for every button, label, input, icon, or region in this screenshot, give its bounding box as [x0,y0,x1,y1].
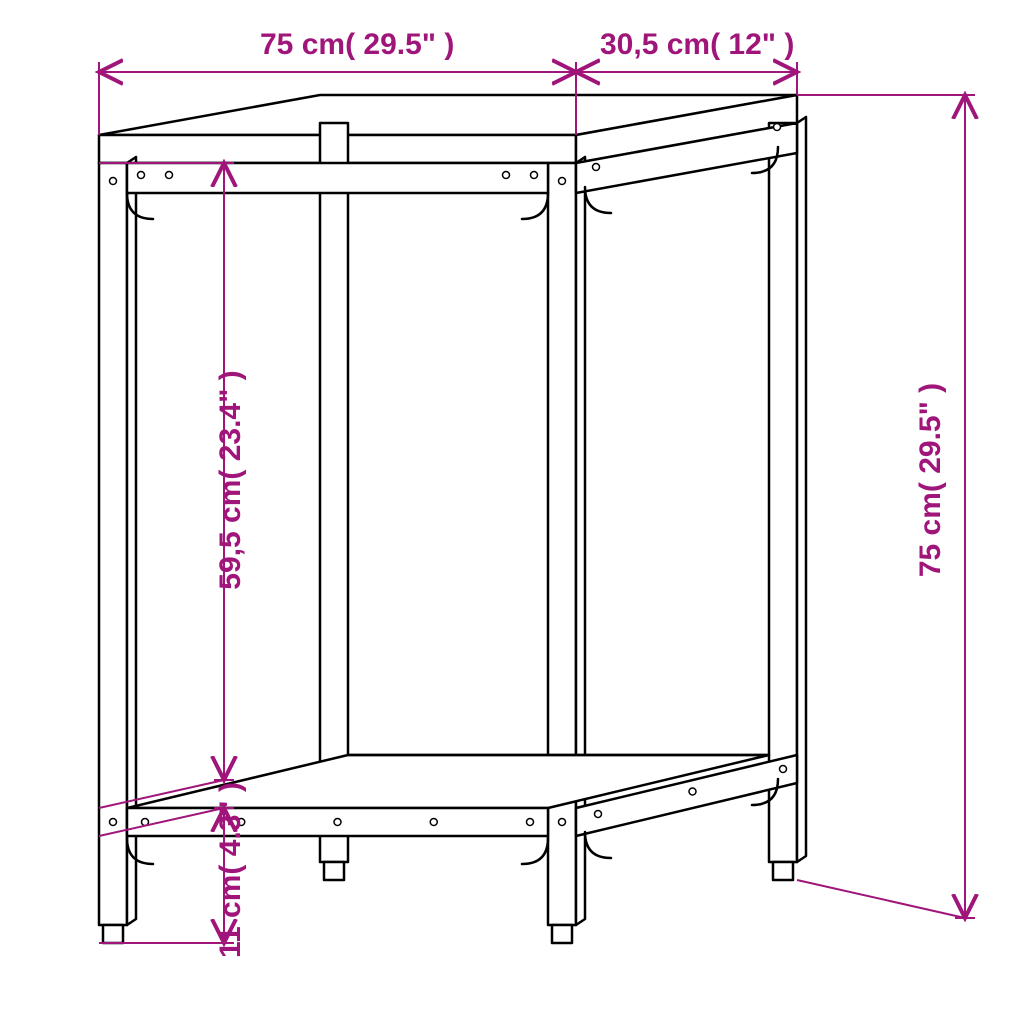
dimension-height: 75 cm( 29.5" ) [914,95,975,918]
dimension-shelf-gap: 59,5 cm( 23.4" ) [214,163,247,780]
dimension-width-label: 75 cm( 29.5" ) [260,28,454,61]
dimension-width: 75 cm( 29.5" ) [99,28,576,82]
dimension-depth-label: 30,5 cm( 12" ) [600,28,794,61]
dimension-shelf-gap-label: 59,5 cm( 23.4" ) [214,370,247,589]
dimension-height-label: 75 cm( 29.5" ) [914,383,947,577]
dimension-depth: 30,5 cm( 12" ) [576,28,797,82]
